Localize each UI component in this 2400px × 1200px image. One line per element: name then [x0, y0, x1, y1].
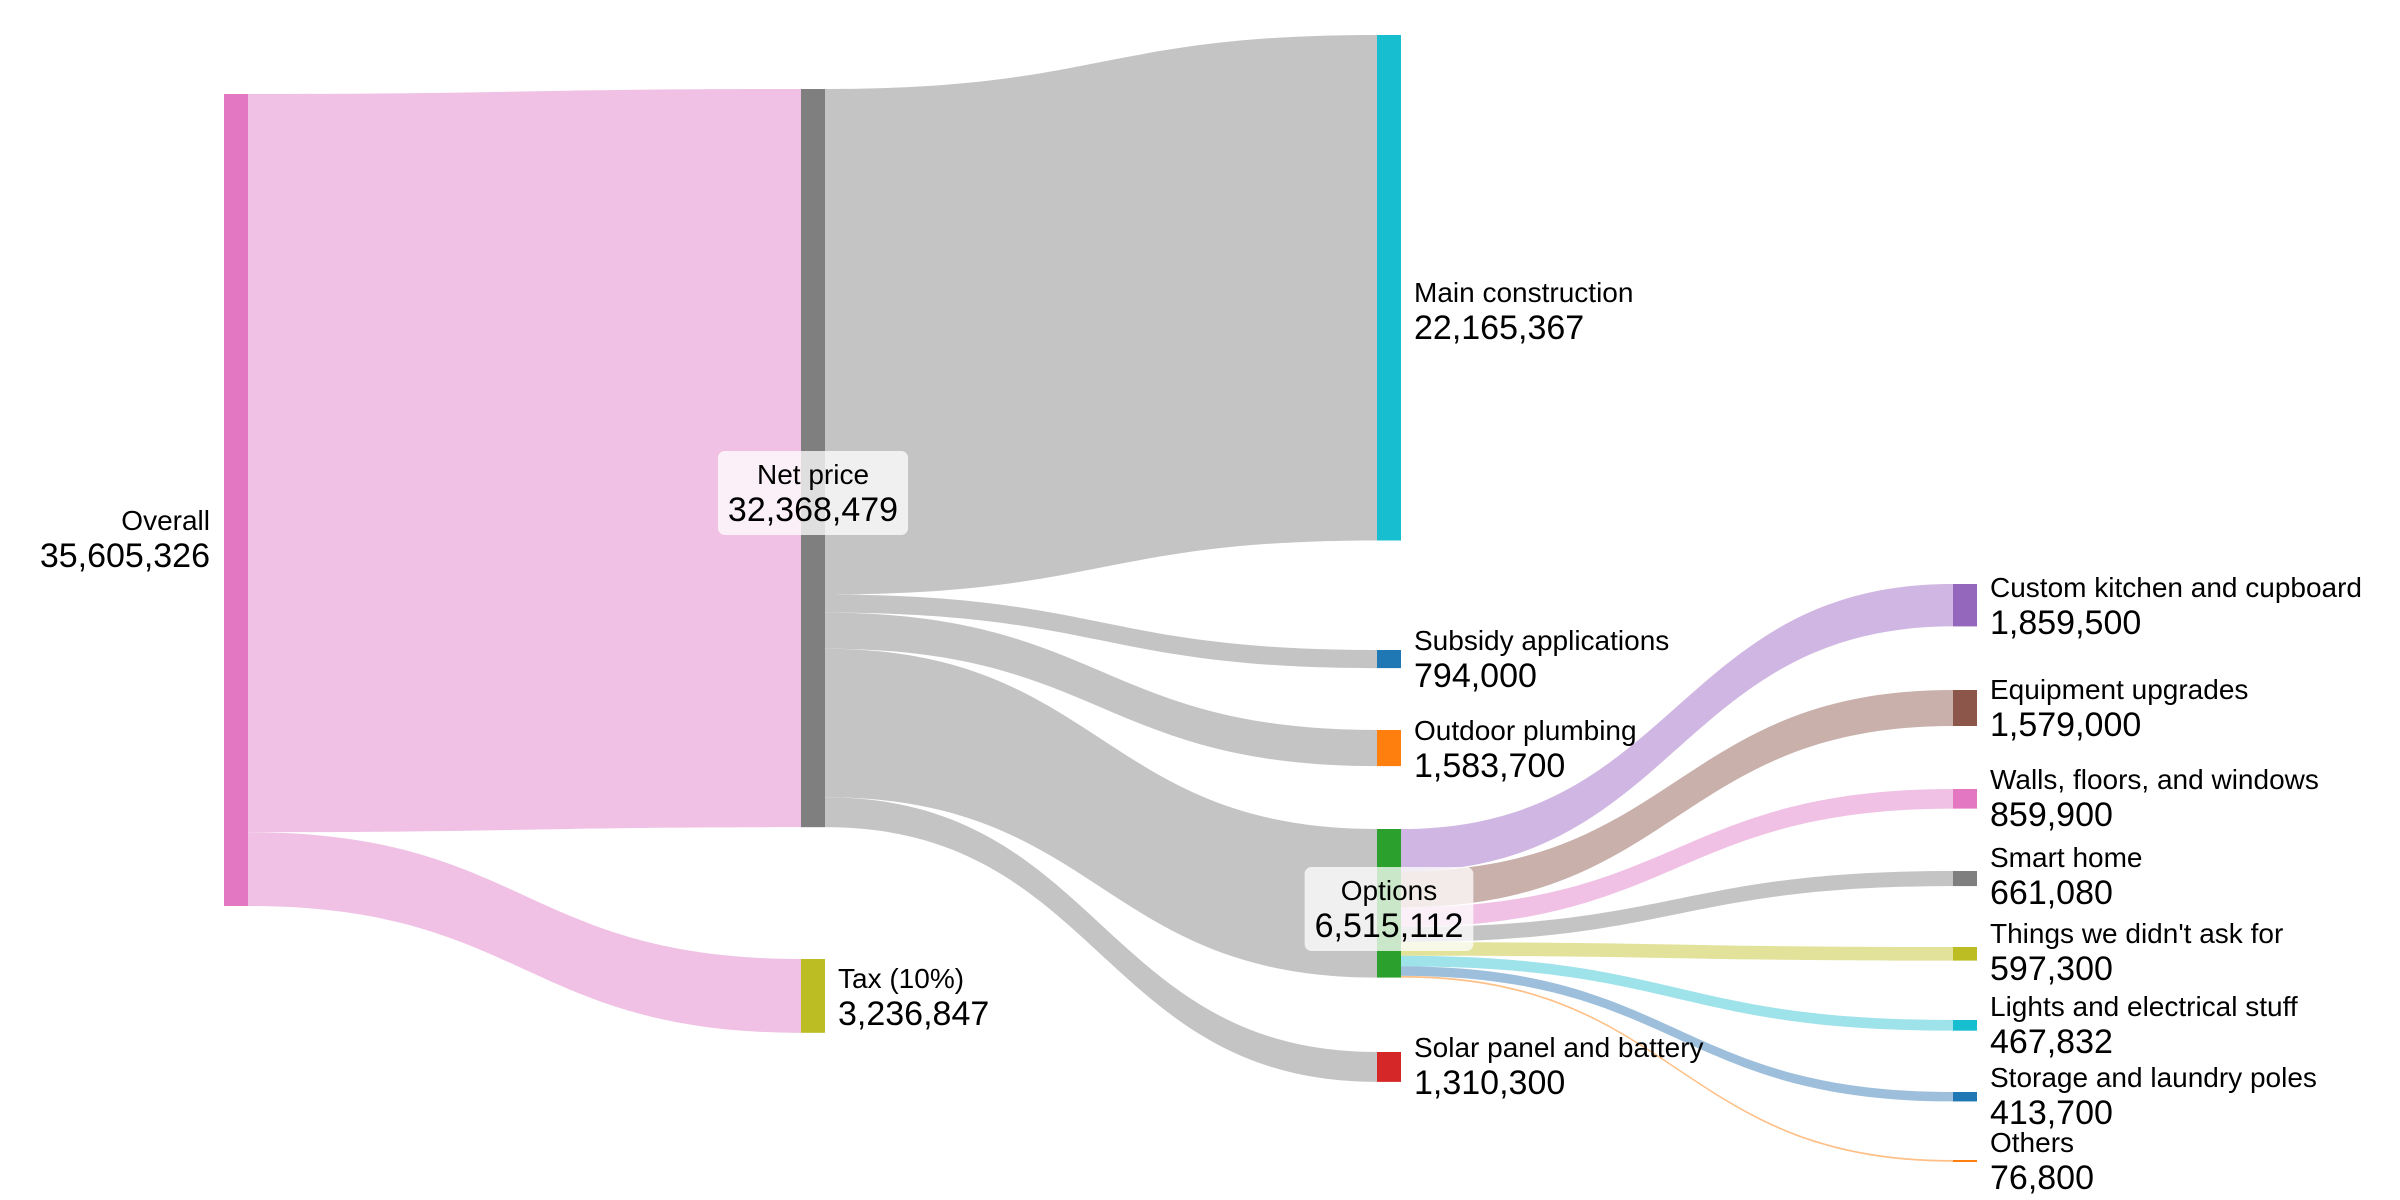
node-name-main: Main construction	[1414, 277, 1633, 308]
node-subsidy	[1377, 650, 1401, 669]
node-lights	[1953, 1020, 1977, 1031]
node-solar	[1377, 1052, 1401, 1082]
label-box-net	[717, 451, 909, 535]
link-overall-to-tax	[248, 832, 801, 1033]
node-name-storage: Storage and laundry poles	[1990, 1062, 2317, 1093]
link-options-to-walls	[1401, 789, 1953, 928]
node-name-subsidy: Subsidy applications	[1414, 625, 1669, 656]
link-net-to-plumbing	[825, 612, 1377, 767]
link-options-to-kitchen	[1401, 584, 1953, 872]
node-things	[1953, 947, 1977, 961]
node-name-plumbing: Outdoor plumbing	[1414, 715, 1637, 746]
node-name-others: Others	[1990, 1127, 2074, 1158]
link-overall-to-net	[248, 89, 801, 833]
node-name-net: Net price	[757, 459, 869, 490]
node-value-storage: 413,700	[1990, 1094, 2113, 1132]
node-name-options: Options	[1341, 875, 1438, 906]
node-name-things: Things we didn't ask for	[1990, 918, 2283, 949]
node-smart	[1953, 871, 1977, 887]
node-name-smart: Smart home	[1990, 842, 2143, 873]
node-value-tax: 3,236,847	[838, 995, 989, 1033]
node-tax	[801, 959, 825, 1033]
link-options-to-smart	[1401, 871, 1953, 943]
node-name-lights: Lights and electrical stuff	[1990, 991, 2298, 1022]
node-value-plumbing: 1,583,700	[1414, 747, 1565, 785]
node-plumbing	[1377, 730, 1401, 767]
node-name-kitchen: Custom kitchen and cupboard	[1990, 572, 2362, 603]
node-name-tax: Tax (10%)	[838, 963, 964, 994]
node-value-others: 76,800	[1990, 1159, 2094, 1197]
link-net-to-main	[825, 35, 1377, 595]
label-box-options	[1304, 867, 1474, 951]
sankey-links	[248, 35, 1953, 1162]
link-options-to-others	[1401, 975, 1953, 1162]
node-main	[1377, 35, 1401, 541]
node-walls	[1953, 789, 1977, 809]
node-value-equipment: 1,579,000	[1990, 706, 2141, 744]
link-options-to-equipment	[1401, 690, 1953, 908]
node-value-things: 597,300	[1990, 950, 2113, 988]
node-value-walls: 859,900	[1990, 796, 2113, 834]
node-value-options: 6,515,112	[1315, 907, 1464, 945]
node-value-solar: 1,310,300	[1414, 1064, 1565, 1102]
link-options-to-storage	[1401, 966, 1953, 1102]
node-value-subsidy: 794,000	[1414, 657, 1537, 695]
node-value-lights: 467,832	[1990, 1023, 2113, 1061]
link-options-to-lights	[1401, 955, 1953, 1031]
link-net-to-subsidy	[825, 594, 1377, 669]
node-overall	[224, 94, 248, 906]
node-name-solar: Solar panel and battery	[1414, 1032, 1704, 1063]
node-value-net: 32,368,479	[728, 491, 898, 529]
node-value-kitchen: 1,859,500	[1990, 604, 2141, 642]
node-equipment	[1953, 690, 1977, 727]
node-name-equipment: Equipment upgrades	[1990, 674, 2248, 705]
link-net-to-options	[825, 648, 1377, 978]
node-storage	[1953, 1092, 1977, 1102]
node-name-walls: Walls, floors, and windows	[1990, 764, 2319, 795]
label-tax: Tax (10%)3,236,847	[838, 963, 989, 1033]
link-options-to-things	[1401, 942, 1953, 961]
node-name-overall: Overall	[121, 505, 210, 536]
node-kitchen	[1953, 584, 1977, 627]
node-value-smart: 661,080	[1990, 874, 2113, 912]
node-others	[1953, 1160, 1977, 1162]
link-net-to-solar	[825, 797, 1377, 1082]
node-value-overall: 35,605,326	[40, 537, 210, 575]
node-value-main: 22,165,367	[1414, 309, 1584, 347]
